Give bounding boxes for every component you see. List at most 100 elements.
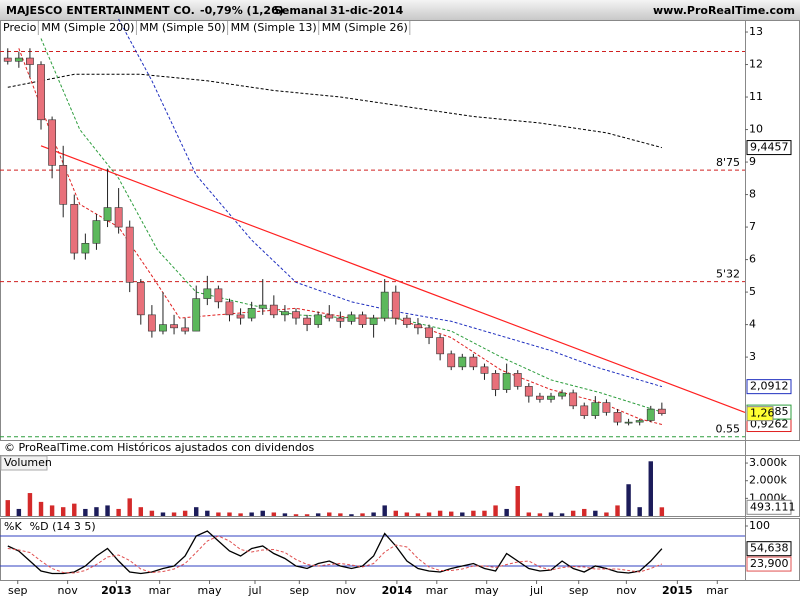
close-label: 1,26 <box>750 407 775 420</box>
candle-body <box>314 314 323 325</box>
volume-bar <box>205 510 210 516</box>
x-tick-label: may <box>475 584 499 597</box>
candle-body <box>591 402 600 416</box>
volume-bar <box>393 510 398 516</box>
footnote: © ProRealTime.com Históricos ajustados c… <box>4 441 315 454</box>
moving-average <box>7 73 663 149</box>
candle-body <box>558 392 566 397</box>
volume-bar <box>548 512 554 516</box>
x-tick-label: sep <box>290 584 309 597</box>
volume-bar <box>415 513 421 516</box>
candle-body <box>281 311 289 316</box>
candle-body <box>181 327 190 332</box>
candle-body <box>26 57 34 65</box>
close-box <box>746 406 774 422</box>
volume-bar <box>338 513 343 516</box>
candle-body <box>48 119 57 166</box>
candle-body <box>136 282 145 316</box>
volume-bar <box>304 514 310 516</box>
oscillator-line <box>7 535 663 574</box>
candle-body <box>569 392 578 407</box>
candle-body <box>513 373 522 387</box>
x-tick-label: may <box>198 584 222 597</box>
candle-body <box>447 353 456 368</box>
candle-body <box>347 314 356 322</box>
volume-bar <box>194 507 199 516</box>
y-tick-label: 10 <box>749 123 763 136</box>
volume-bar <box>160 512 166 516</box>
y-tick-label: 3 <box>749 350 756 363</box>
x-tick-label: jul <box>247 584 261 597</box>
x-tick-label: nov <box>336 584 357 597</box>
last-value-label: 493.111 <box>750 500 796 513</box>
candle-body <box>469 356 478 368</box>
last-value-box <box>746 140 792 156</box>
candle-body <box>125 226 134 283</box>
volume-bar <box>648 461 653 516</box>
volume-bar <box>382 505 387 516</box>
x-tick-label: mar <box>149 584 171 597</box>
volume-bar <box>570 510 576 516</box>
y-tick-label: 4 <box>749 318 756 331</box>
last-value-box <box>746 499 792 515</box>
last-value-label: 23,900 <box>750 557 789 570</box>
legend-entry: %K <box>4 520 22 533</box>
change: -0,79% (1,26) <box>200 4 284 17</box>
volume-bar <box>38 501 44 516</box>
y-tick-label: 12 <box>749 58 763 71</box>
candle-body <box>502 373 511 390</box>
volume-bar <box>504 508 509 516</box>
candle-body <box>358 314 367 325</box>
legend-entry: Precio <box>3 21 37 34</box>
candle-body <box>657 408 666 414</box>
moving-average <box>18 48 663 425</box>
moving-average <box>118 18 663 388</box>
y-tick-label: 7 <box>749 220 756 233</box>
volume-bar <box>482 510 487 516</box>
candle-body <box>414 324 422 329</box>
y-tick-label: 6 <box>749 253 756 266</box>
candle-body <box>425 327 433 338</box>
volume-bar <box>493 505 498 516</box>
candle-body <box>646 408 655 421</box>
candle-body <box>547 395 555 400</box>
x-tick-label: 2013 <box>101 584 132 597</box>
last-value-label: 54,638 <box>750 542 789 555</box>
volume-bar <box>293 514 299 516</box>
y-tick-label: 3.000k <box>749 456 787 469</box>
candle-body <box>303 317 311 325</box>
volume-bar <box>404 512 410 516</box>
y-tick-label: 100 <box>749 519 770 532</box>
volume-bar <box>83 508 88 516</box>
volume-bar <box>615 505 620 516</box>
candle-body <box>325 314 334 319</box>
panel-title: Volumen <box>4 456 52 469</box>
candle-body <box>92 220 101 244</box>
candle-body <box>258 304 267 309</box>
volume-bar <box>349 514 354 516</box>
volume-bar <box>659 507 665 516</box>
candle-body <box>602 402 611 413</box>
volume-bar <box>27 493 33 516</box>
candle-body <box>635 420 644 423</box>
candle-body <box>491 373 500 390</box>
volume-bar <box>105 505 110 516</box>
volume-bar <box>626 484 631 516</box>
volume-bar <box>582 508 587 516</box>
last-value-label: 2,0912 <box>750 380 789 393</box>
y-tick-label: 13 <box>749 25 763 38</box>
volume-bar <box>371 512 376 516</box>
volume-bar <box>604 512 609 516</box>
volume-bar <box>448 511 454 516</box>
x-tick-label: nov <box>616 584 637 597</box>
volume-bar <box>515 486 520 516</box>
moving-average <box>40 38 663 413</box>
y-tick-label: 5 <box>749 285 756 298</box>
volume-bar <box>49 505 55 516</box>
candle-body <box>436 337 445 355</box>
candle-body <box>369 317 378 325</box>
candle-body <box>380 291 389 319</box>
y-tick-label: 8 <box>749 188 756 201</box>
volume-bar <box>471 510 476 516</box>
